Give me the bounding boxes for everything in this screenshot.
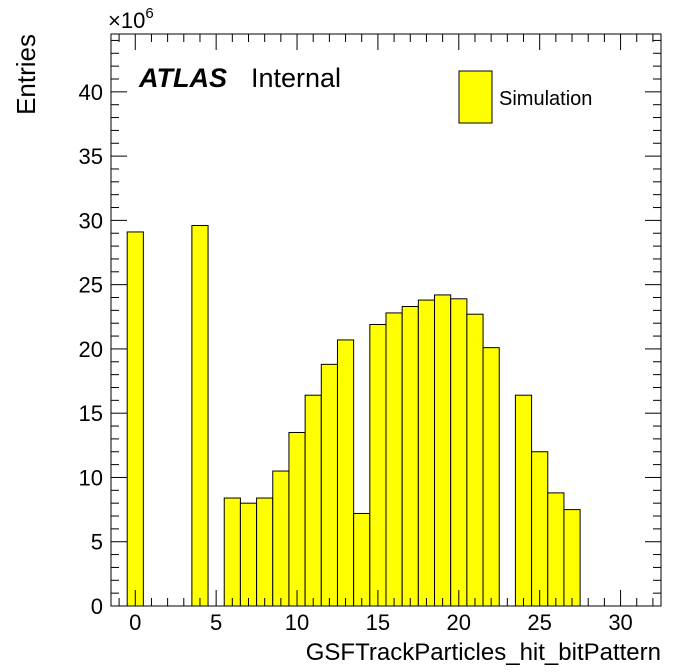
- legend-swatch: [458, 70, 493, 124]
- x-tick-label: 15: [366, 610, 390, 635]
- histogram-bar: [256, 497, 274, 607]
- histogram-bar: [547, 492, 565, 607]
- x-tick-label: 0: [129, 610, 141, 635]
- y-tick-label: 10: [79, 465, 103, 490]
- atlas-label: ATLAS: [138, 63, 227, 93]
- legend-entry-label: Simulation: [499, 88, 592, 110]
- y-tick-label: 40: [79, 80, 103, 105]
- x-tick-labels: 0 5 10 15 20 25 30: [129, 610, 633, 635]
- histogram-bar: [353, 512, 371, 607]
- histogram-bar: [450, 298, 468, 607]
- histogram-bars: [126, 225, 581, 607]
- histogram-bar: [563, 509, 581, 607]
- x-tick-label: 10: [285, 610, 309, 635]
- y-axis-label: Entries: [11, 34, 41, 115]
- histogram-bar: [514, 394, 533, 607]
- status-label: Internal: [251, 63, 341, 93]
- y-tick-label: 15: [79, 401, 103, 426]
- histogram-bar: [466, 313, 484, 607]
- histogram-bar: [126, 231, 144, 607]
- histogram-bar: [239, 502, 258, 607]
- histogram-bar: [531, 451, 549, 607]
- histogram-bar: [336, 339, 355, 607]
- histogram-bar: [320, 363, 338, 607]
- y-multiplier-label: ×106: [108, 5, 154, 33]
- y-tick-label: 5: [91, 530, 103, 555]
- y-tick-label: 35: [79, 144, 103, 169]
- histogram-bar: [288, 431, 306, 607]
- x-tick-label: 20: [447, 610, 471, 635]
- histogram-bar: [304, 394, 322, 607]
- y-tick-label: 0: [91, 594, 103, 619]
- histogram-bar: [417, 299, 436, 607]
- histogram-bar: [223, 497, 241, 607]
- histogram-bar: [385, 312, 403, 607]
- y-tick-label: 20: [79, 337, 103, 362]
- histogram-bar: [401, 306, 419, 607]
- y-tick-labels: 0 5 10 15 20 25 30 35 40: [79, 80, 103, 619]
- plot-frame: [110, 33, 662, 607]
- histogram-bar: [369, 323, 387, 607]
- histogram-bar: [434, 294, 452, 607]
- x-tick-label: 5: [210, 610, 222, 635]
- histogram-bar: [482, 347, 500, 607]
- x-tick-label: 25: [527, 610, 551, 635]
- x-axis-label: GSFTrackParticles_hit_bitPattern: [306, 639, 661, 666]
- x-tick-label: 30: [608, 610, 632, 635]
- y-tick-label: 30: [79, 208, 103, 233]
- y-tick-label: 25: [79, 273, 103, 298]
- histogram-bar: [191, 225, 209, 607]
- histogram-bar: [272, 470, 290, 607]
